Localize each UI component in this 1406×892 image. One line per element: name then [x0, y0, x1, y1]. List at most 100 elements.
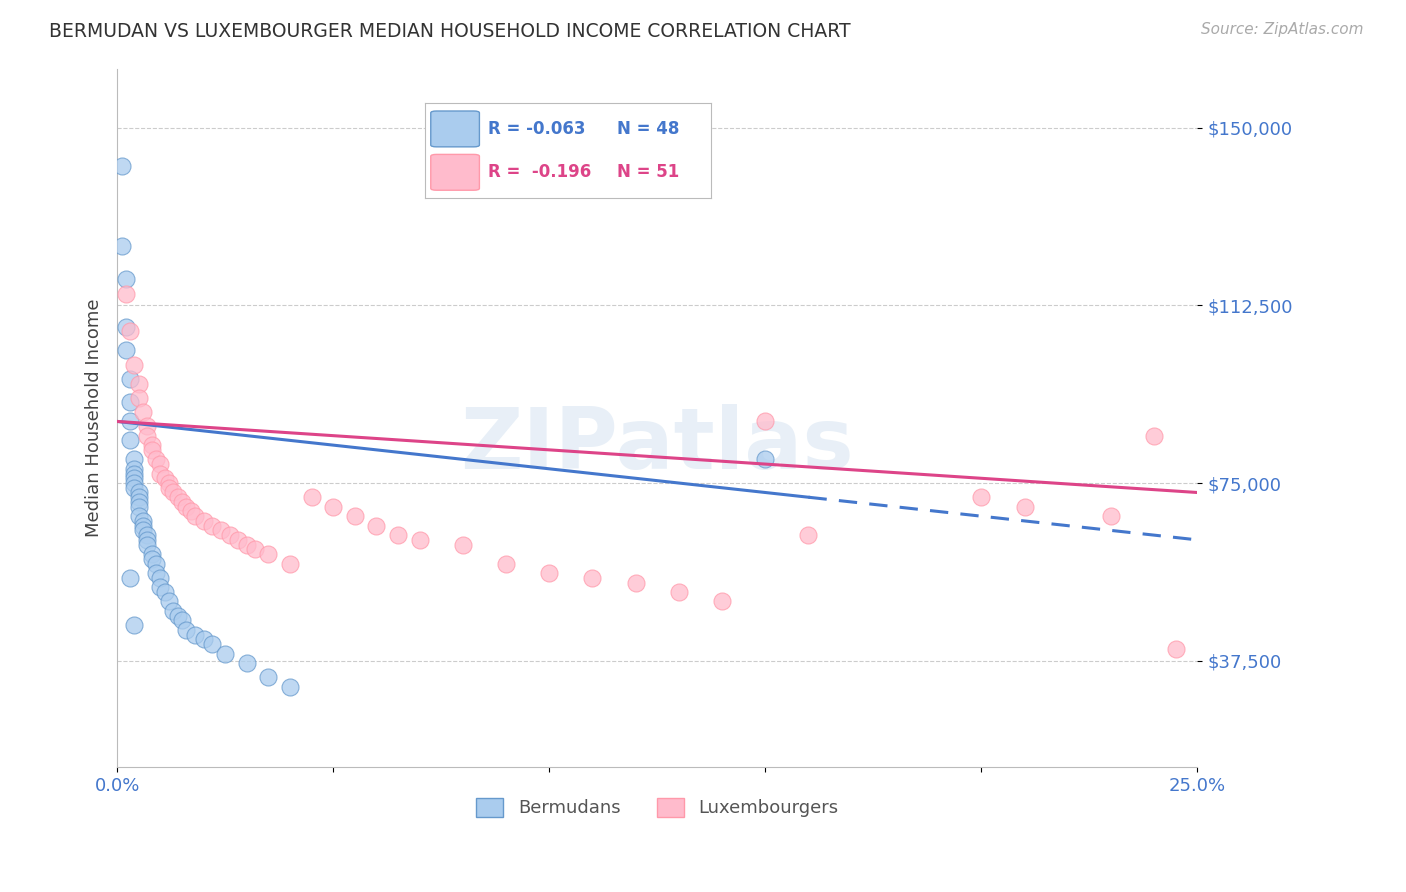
Point: [754, 452, 776, 467]
Point: [387, 528, 409, 542]
Text: Source: ZipAtlas.com: Source: ZipAtlas.com: [1201, 22, 1364, 37]
Point: [120, 395, 142, 409]
Point: [184, 509, 207, 524]
Point: [236, 656, 259, 670]
Point: [114, 272, 136, 286]
Point: [495, 557, 517, 571]
Point: [145, 566, 167, 580]
Point: [114, 319, 136, 334]
Point: [124, 358, 146, 372]
Point: [136, 428, 159, 442]
Point: [124, 476, 146, 491]
Point: [797, 528, 820, 542]
Point: [120, 571, 142, 585]
Point: [120, 434, 142, 448]
Point: [180, 504, 202, 518]
Point: [193, 514, 215, 528]
Point: [136, 528, 159, 542]
Point: [226, 533, 249, 547]
Point: [668, 585, 690, 599]
Point: [153, 471, 176, 485]
Point: [124, 618, 146, 632]
Point: [128, 485, 150, 500]
Point: [166, 490, 188, 504]
Point: [166, 608, 188, 623]
Point: [128, 509, 150, 524]
Point: [711, 594, 734, 608]
Point: [153, 585, 176, 599]
Point: [110, 159, 132, 173]
Point: [157, 481, 180, 495]
Point: [754, 414, 776, 428]
Point: [176, 500, 198, 514]
Point: [408, 533, 430, 547]
Point: [149, 571, 172, 585]
Y-axis label: Median Household Income: Median Household Income: [86, 299, 103, 537]
Point: [157, 594, 180, 608]
Point: [624, 575, 647, 590]
Point: [257, 547, 280, 561]
Point: [136, 538, 159, 552]
Point: [1099, 509, 1122, 524]
Point: [141, 442, 163, 457]
Point: [218, 528, 240, 542]
Point: [451, 538, 474, 552]
Point: [1014, 500, 1036, 514]
Point: [970, 490, 993, 504]
Point: [124, 452, 146, 467]
Point: [120, 372, 142, 386]
Point: [124, 481, 146, 495]
Point: [538, 566, 561, 580]
Point: [124, 467, 146, 481]
Text: ZIPatlas: ZIPatlas: [460, 404, 855, 487]
Point: [141, 438, 163, 452]
Point: [136, 533, 159, 547]
Point: [209, 524, 232, 538]
Point: [149, 467, 172, 481]
Point: [136, 419, 159, 434]
Point: [343, 509, 366, 524]
Point: [114, 286, 136, 301]
Point: [120, 414, 142, 428]
Point: [124, 462, 146, 476]
Point: [201, 637, 224, 651]
Point: [176, 623, 198, 637]
Point: [128, 495, 150, 509]
Point: [278, 557, 301, 571]
Point: [162, 604, 184, 618]
Point: [132, 514, 155, 528]
Point: [214, 647, 236, 661]
Point: [124, 471, 146, 485]
Text: BERMUDAN VS LUXEMBOURGER MEDIAN HOUSEHOLD INCOME CORRELATION CHART: BERMUDAN VS LUXEMBOURGER MEDIAN HOUSEHOL…: [49, 22, 851, 41]
Point: [132, 405, 155, 419]
Point: [157, 476, 180, 491]
Point: [257, 670, 280, 684]
Point: [322, 500, 344, 514]
Point: [581, 571, 603, 585]
Point: [114, 343, 136, 358]
Point: [236, 538, 259, 552]
Point: [128, 391, 150, 405]
Point: [245, 542, 267, 557]
Point: [149, 457, 172, 471]
Legend: Bermudans, Luxembourgers: Bermudans, Luxembourgers: [470, 791, 845, 824]
Point: [170, 614, 193, 628]
Point: [193, 632, 215, 647]
Point: [1164, 641, 1187, 656]
Point: [149, 580, 172, 594]
Point: [145, 452, 167, 467]
Point: [141, 547, 163, 561]
Point: [301, 490, 323, 504]
Point: [128, 500, 150, 514]
Point: [120, 325, 142, 339]
Point: [132, 518, 155, 533]
Point: [110, 239, 132, 253]
Point: [145, 557, 167, 571]
Point: [201, 518, 224, 533]
Point: [132, 524, 155, 538]
Point: [128, 376, 150, 391]
Point: [128, 490, 150, 504]
Point: [278, 680, 301, 694]
Point: [1143, 428, 1166, 442]
Point: [141, 551, 163, 566]
